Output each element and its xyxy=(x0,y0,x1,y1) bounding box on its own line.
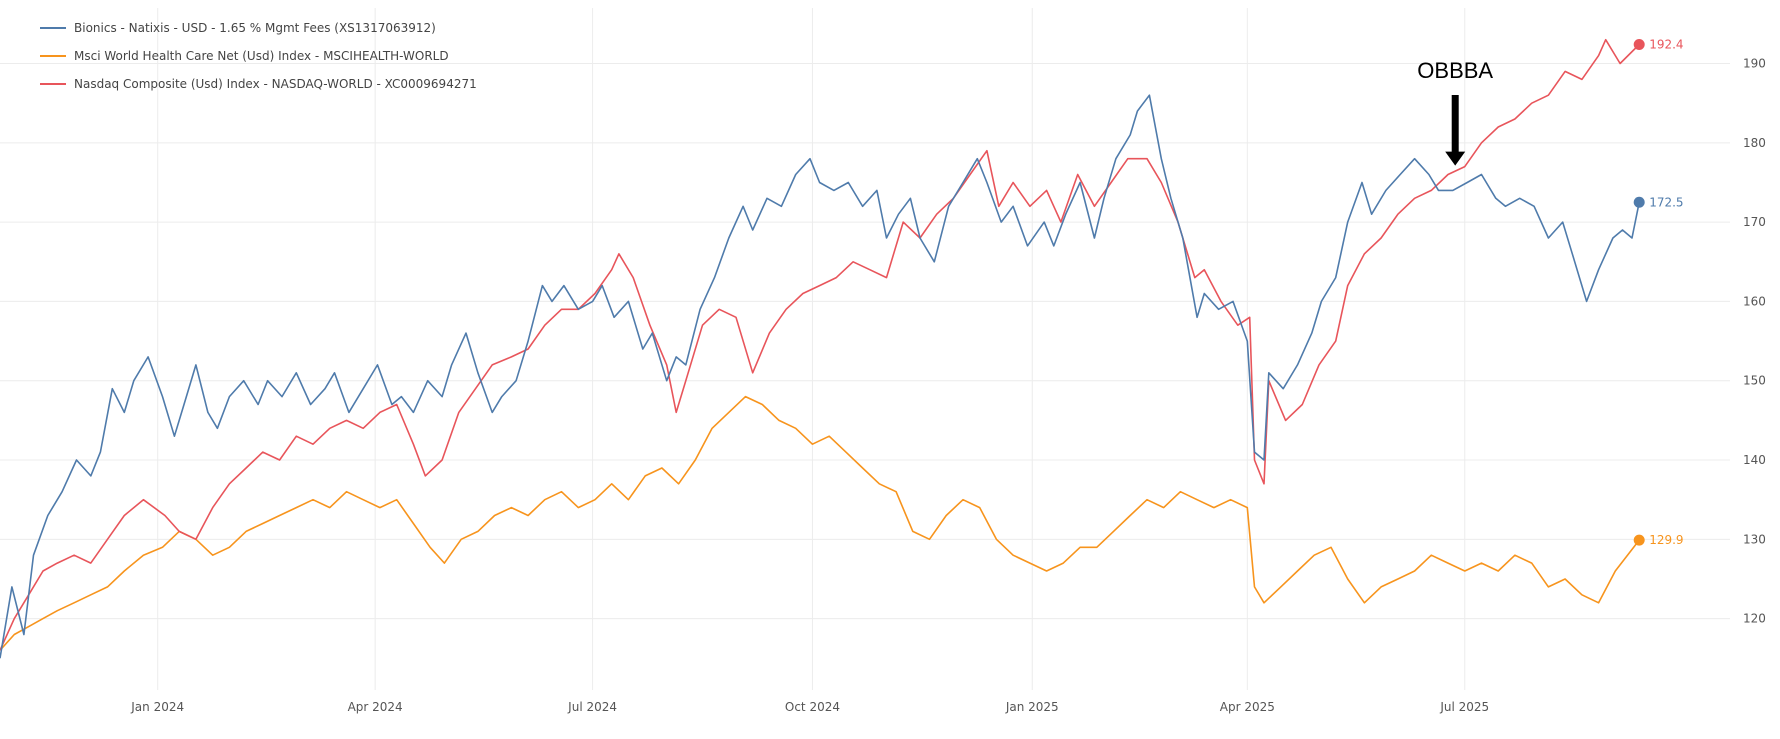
series-end-marker-2 xyxy=(1633,38,1645,50)
x-tick-label: Jan 2024 xyxy=(130,700,184,714)
series-line-1 xyxy=(0,395,1640,651)
series-end-label-2: 192.4 xyxy=(1649,37,1683,51)
x-tick-label: Apr 2024 xyxy=(348,700,403,714)
series-lines: 129.9 192.4 172.5 xyxy=(0,37,1684,659)
y-tick-label: 180 xyxy=(1743,136,1766,150)
series-line-2 xyxy=(0,38,1640,651)
legend-label: Bionics - Natixis - USD - 1.65 % Mgmt Fe… xyxy=(74,21,436,35)
legend-item-1[interactable]: Msci World Health Care Net (Usd) Index -… xyxy=(40,49,449,63)
series-end-label-1: 129.9 xyxy=(1649,533,1683,547)
annotation-arrow-head xyxy=(1445,151,1466,166)
y-tick-label: 170 xyxy=(1743,215,1766,229)
x-tick-label: Jul 2024 xyxy=(567,700,617,714)
y-tick-label: 160 xyxy=(1743,294,1766,308)
x-axis: Jan 2024 Apr 2024 Jul 2024 Oct 2024 Jan 2025… xyxy=(130,700,1489,714)
legend[interactable]: Bionics - Natixis - USD - 1.65 % Mgmt Fe… xyxy=(40,21,477,91)
y-tick-label: 130 xyxy=(1743,532,1766,546)
series-end-label-0: 172.5 xyxy=(1649,195,1683,209)
series-end-marker-1 xyxy=(1633,534,1645,546)
x-tick-label: Oct 2024 xyxy=(785,700,840,714)
x-tick-label: Jan 2025 xyxy=(1005,700,1059,714)
legend-item-2[interactable]: Nasdaq Composite (Usd) Index - NASDAQ-WO… xyxy=(40,77,477,91)
y-tick-label: 140 xyxy=(1743,453,1766,467)
y-tick-label: 120 xyxy=(1743,612,1766,626)
annotation-0: OBBBA xyxy=(1417,58,1493,166)
grid-lines xyxy=(0,8,1730,690)
series-end-marker-0 xyxy=(1633,196,1645,208)
y-axis: 120 130 140 150 160 170 180 190 xyxy=(1743,57,1766,626)
legend-label: Msci World Health Care Net (Usd) Index -… xyxy=(74,49,449,63)
y-tick-label: 150 xyxy=(1743,374,1766,388)
annotations: OBBBA xyxy=(1417,58,1493,166)
legend-label: Nasdaq Composite (Usd) Index - NASDAQ-WO… xyxy=(74,77,477,91)
legend-item-0[interactable]: Bionics - Natixis - USD - 1.65 % Mgmt Fe… xyxy=(40,21,436,35)
y-tick-label: 190 xyxy=(1743,57,1766,71)
annotation-arrow-shaft xyxy=(1451,95,1459,153)
x-tick-label: Apr 2025 xyxy=(1220,700,1275,714)
x-tick-label: Jul 2025 xyxy=(1439,700,1489,714)
annotation-label: OBBBA xyxy=(1417,58,1493,83)
series-line-0 xyxy=(0,94,1640,659)
